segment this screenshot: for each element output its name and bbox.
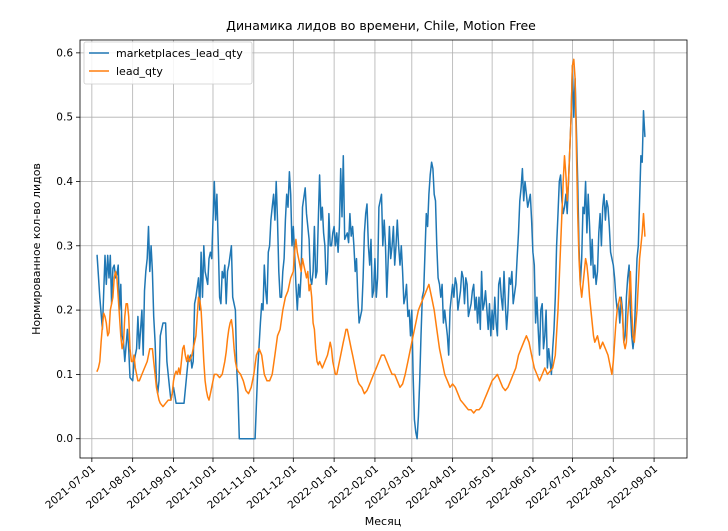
y-tick-label: 0.5 [56,112,73,124]
y-tick-label: 0.0 [56,433,73,445]
legend-label-lead-qty: lead_qty [116,65,163,78]
legend-frame [83,41,253,85]
y-tick-label: 0.2 [56,305,73,317]
x-axis-title: Месяц [365,515,401,528]
legend-label-marketplaces-lead-qty: marketplaces_lead_qty [116,47,243,60]
y-tick-label: 0.3 [56,240,73,252]
series-line-lead-qty [96,58,646,414]
chart-title: Динамика лидов во времени, Chile, Motion… [226,18,536,33]
legend: marketplaces_lead_qty lead_qty [83,41,253,85]
plot-area [80,40,687,458]
y-axis-ticks: 0.0 0.1 0.2 0.3 0.4 0.5 0.6 [56,47,80,445]
plot-frame [79,39,688,459]
y-tick-label: 0.4 [56,176,73,188]
y-tick-label: 0.6 [56,47,73,59]
series-layer [96,58,646,440]
y-axis-title: Нормированное кол-во лидов [30,163,43,335]
y-tick-label: 0.1 [56,369,73,381]
